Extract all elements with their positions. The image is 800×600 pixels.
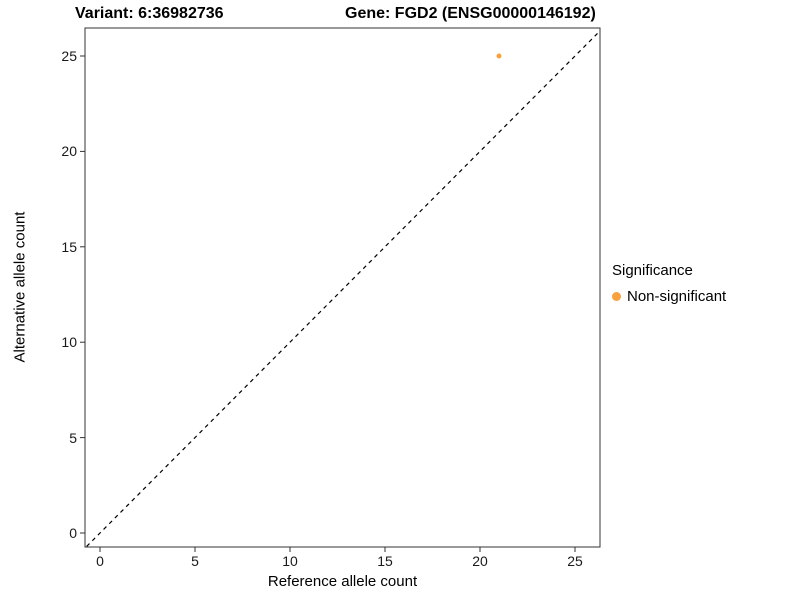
y-tick-label: 15 (61, 238, 77, 255)
plot-panel (84, 27, 601, 548)
legend-entry: Non-significant (612, 286, 726, 306)
legend-title: Significance (612, 262, 693, 279)
legend-entry-label: Non-significant (627, 287, 727, 305)
x-tick-label: 10 (282, 553, 298, 569)
y-tick-label: 25 (61, 48, 77, 64)
legend: Significance Non-significant (612, 262, 726, 306)
x-tick-label: 15 (377, 553, 393, 569)
variant-title: Variant: 6:36982736 (75, 5, 224, 22)
x-tick-label: 20 (472, 553, 488, 569)
data-point (496, 53, 502, 59)
x-tick-label: 25 (567, 553, 583, 569)
x-axis-title: Reference allele count (267, 573, 418, 590)
x-tick-label: 0 (96, 553, 104, 569)
y-tick-label: 0 (69, 525, 77, 541)
gene-title: Gene: FGD2 (ENSG00000146192) (345, 5, 596, 22)
identity-line (85, 30, 600, 547)
legend-point-icon (612, 291, 621, 301)
y-tick-label: 10 (61, 334, 77, 351)
legend-entries: Non-significant (612, 286, 726, 306)
y-tick-label: 20 (61, 143, 77, 160)
y-tick-label: 5 (69, 429, 77, 446)
x-tick-label: 5 (191, 553, 199, 569)
